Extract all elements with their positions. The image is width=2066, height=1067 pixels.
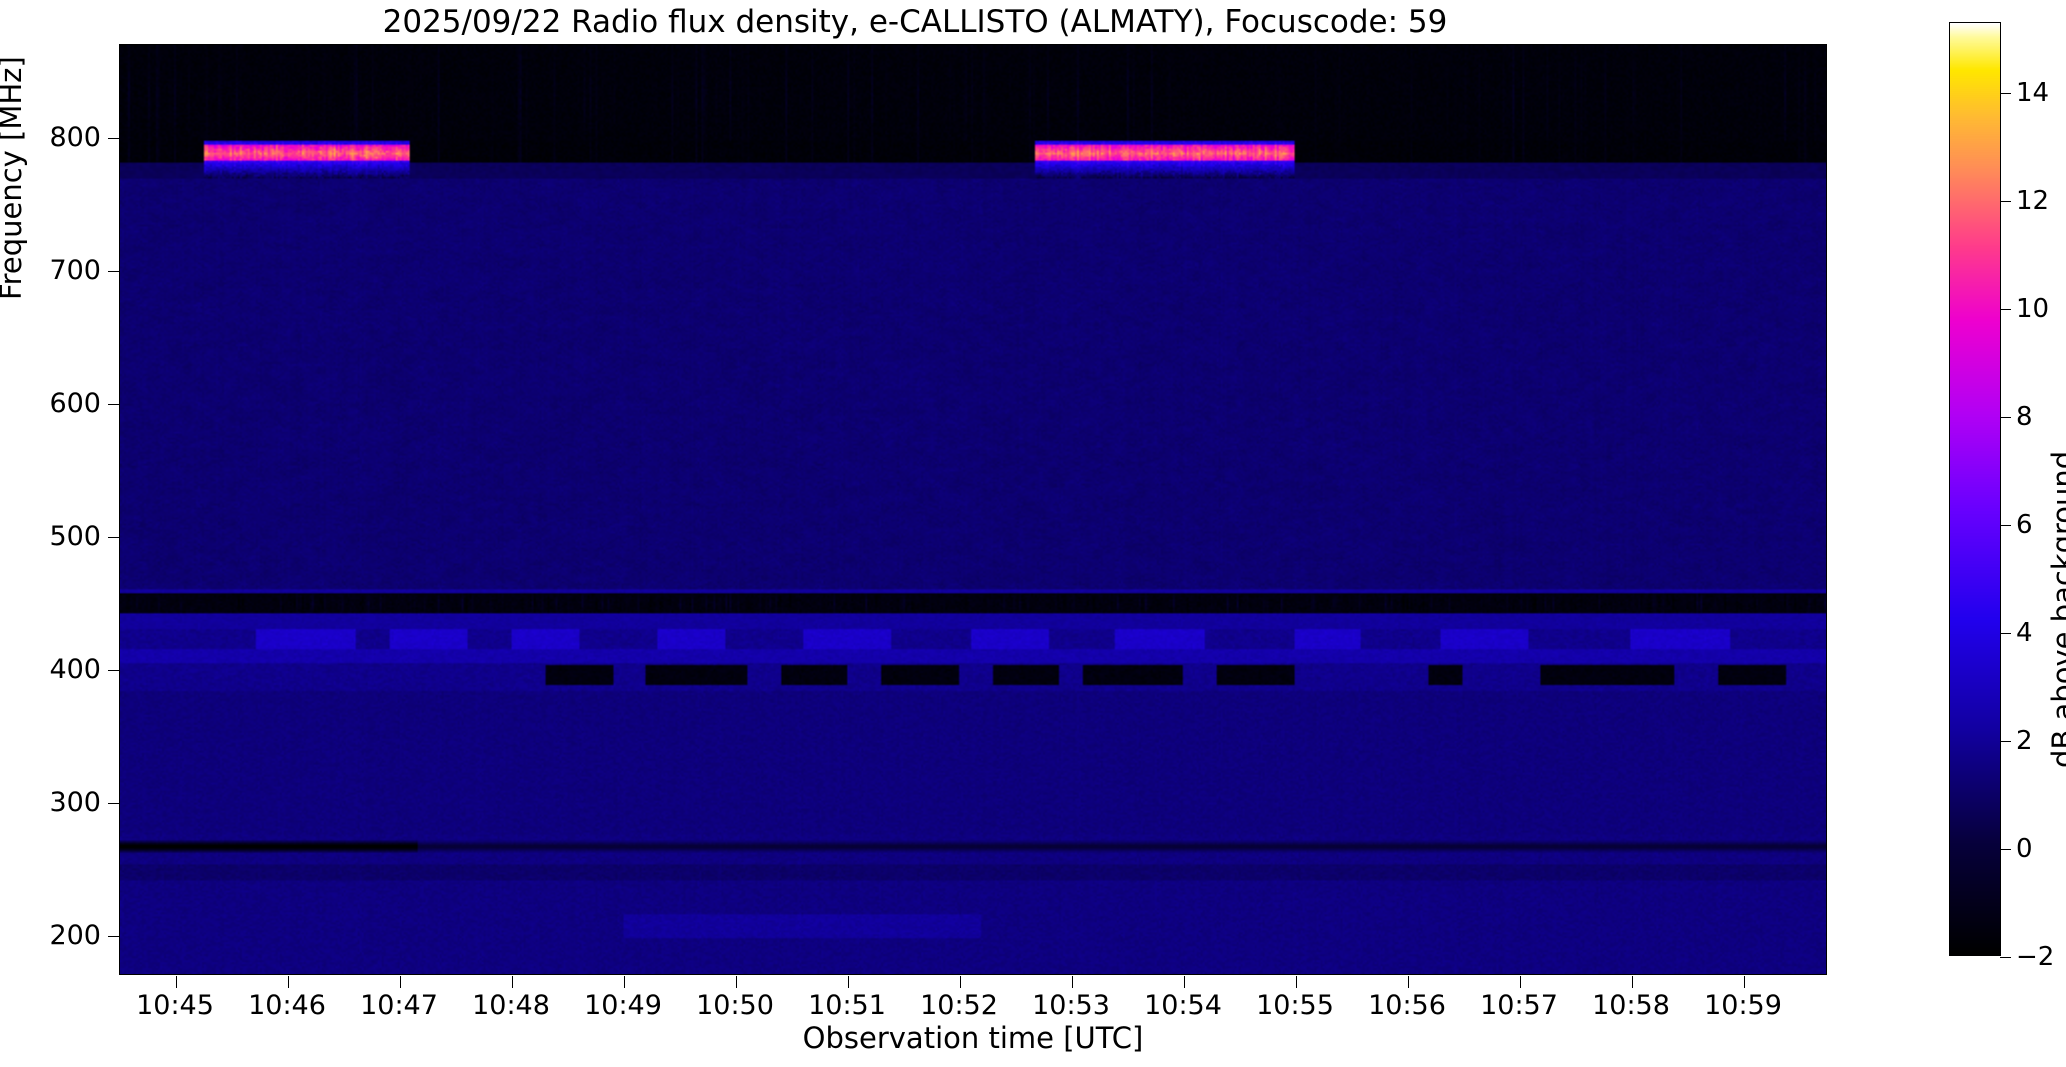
x-ticklabel: 10:56	[1368, 990, 1446, 1021]
x-ticklabel: 10:46	[248, 990, 326, 1021]
x-axis-label: Observation time [UTC]	[802, 1021, 1144, 1055]
x-ticklabel: 10:55	[1256, 990, 1334, 1021]
colorbar-ticklabel: 8	[2016, 402, 2033, 433]
x-tick-10:46	[288, 976, 289, 988]
y-ticklabel: 200	[49, 920, 101, 952]
x-ticklabel: 10:59	[1704, 990, 1782, 1021]
spectrogram-image	[120, 45, 1826, 974]
x-ticklabel: 10:47	[360, 990, 438, 1021]
colorbar: 14 12 10 8 6 4 2 0 −2	[1949, 22, 2054, 970]
colorbar-tick--2	[2000, 957, 2011, 958]
y-tick-200	[108, 936, 120, 938]
colorbar-tick-10	[2000, 309, 2011, 311]
x-ticklabel: 10:54	[1144, 990, 1222, 1021]
x-ticklabel: 10:49	[584, 990, 662, 1021]
y-axis-label: Frequency [MHz]	[0, 56, 28, 300]
x-ticklabel: 10:51	[808, 990, 886, 1021]
colorbar-gradient	[1950, 23, 2000, 955]
y-ticklabel: 600	[49, 388, 101, 420]
x-ticklabel: 10:48	[472, 990, 550, 1021]
x-tick-10:47	[400, 976, 401, 988]
y-tick-800	[108, 138, 120, 140]
colorbar-tick-6	[2000, 525, 2011, 527]
colorbar-tick-0	[2000, 849, 2011, 851]
colorbar-ticklabel: 12	[2016, 186, 2050, 217]
y-tick-600	[108, 404, 120, 406]
page-title: 2025/09/22 Radio flux density, e-CALLIST…	[382, 4, 1448, 40]
x-tick-10:57	[1520, 976, 1521, 988]
colorbar-ticklabel: 2	[2016, 726, 2033, 757]
y-ticklabel: 700	[49, 255, 101, 287]
colorbar-ticklabel: 0	[2016, 834, 2033, 865]
x-tick-10:51	[848, 976, 849, 988]
colorbar-ticklabel: 4	[2016, 618, 2033, 649]
colorbar-ticklabel: 10	[2016, 294, 2050, 325]
x-tick-10:49	[624, 976, 625, 988]
y-ticklabel: 400	[49, 654, 101, 686]
y-ticklabel: 800	[49, 122, 101, 154]
x-ticklabel: 10:58	[1592, 990, 1670, 1021]
x-tick-10:52	[960, 976, 961, 988]
x-ticklabel: 10:53	[1032, 990, 1110, 1021]
x-ticklabel: 10:45	[136, 990, 214, 1021]
x-tick-10:50	[736, 976, 737, 988]
colorbar-tick-4	[2000, 633, 2011, 635]
x-tick-10:56	[1408, 976, 1409, 988]
colorbar-tick-8	[2000, 417, 2011, 419]
x-tick-10:58	[1632, 976, 1633, 988]
colorbar-ticklabel: 6	[2016, 510, 2033, 541]
y-tick-500	[108, 537, 120, 539]
colorbar-tick-14	[2000, 93, 2011, 95]
x-tick-10:55	[1296, 976, 1297, 988]
x-tick-10:45	[176, 976, 177, 988]
x-tick-10:53	[1072, 976, 1073, 988]
colorbar-tick-12	[2000, 201, 2011, 203]
x-ticklabel: 10:52	[920, 990, 998, 1021]
y-ticklabel: 500	[49, 521, 101, 553]
spectrogram-axes	[108, 44, 1827, 988]
x-tick-10:48	[512, 976, 513, 988]
y-tick-400	[108, 670, 120, 672]
x-ticklabel: 10:57	[1480, 990, 1558, 1021]
x-tick-10:54	[1184, 976, 1185, 988]
colorbar-ticklabel: 14	[2016, 78, 2050, 109]
colorbar-tick-2	[2000, 741, 2011, 743]
y-tick-300	[108, 803, 120, 805]
y-tick-700	[108, 271, 120, 273]
x-ticklabel: 10:50	[696, 990, 774, 1021]
x-tick-10:59	[1744, 976, 1745, 988]
y-ticklabel: 300	[49, 787, 101, 819]
colorbar-ticklabel: −2	[2016, 942, 2055, 972]
colorbar-label: dB above background	[2046, 450, 2066, 768]
